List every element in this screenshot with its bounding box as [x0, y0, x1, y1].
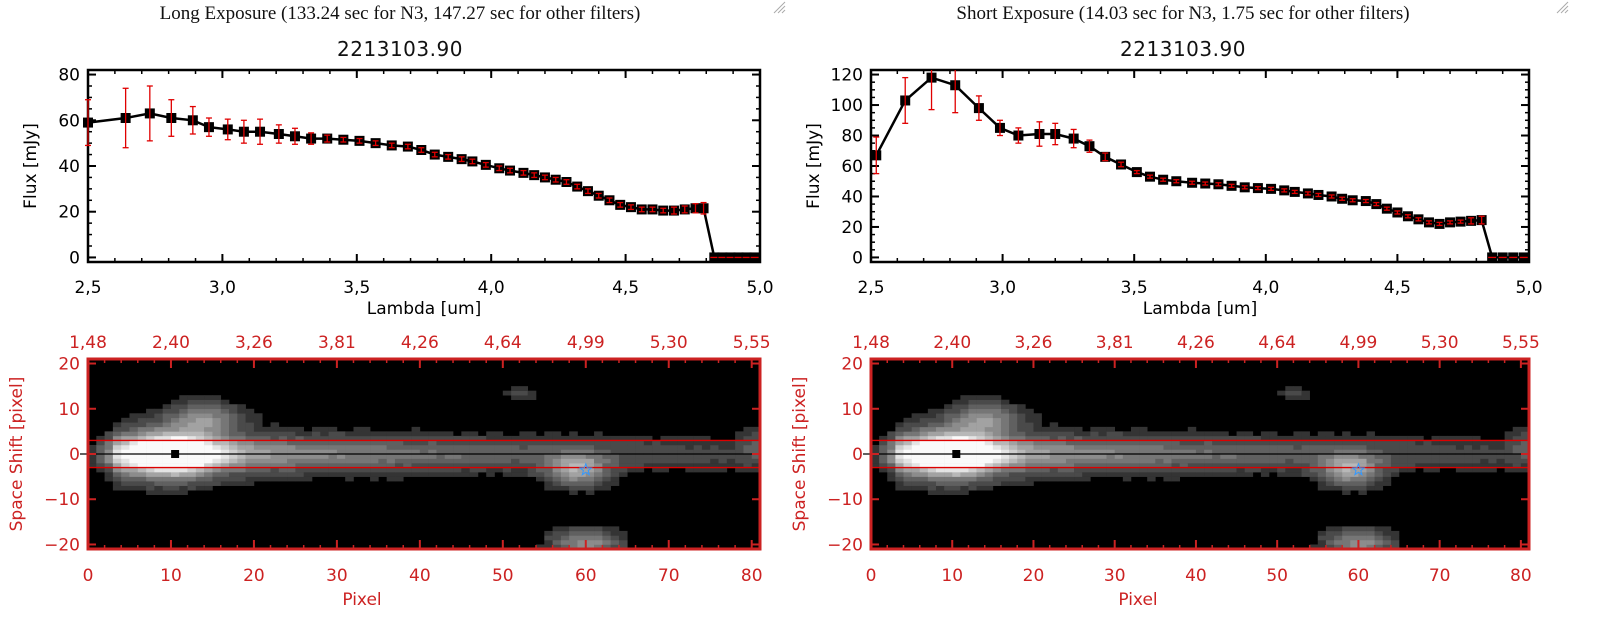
image-y-tick-label: −10 [44, 490, 80, 510]
image-top-tick-label: 3,81 [1096, 333, 1134, 353]
image-top-tick-label: 5,30 [650, 333, 688, 353]
image-top-tick-label: 3,26 [1015, 333, 1053, 353]
image-top-tick-label: 4,64 [484, 333, 522, 353]
image-x-tick-label: 30 [326, 566, 348, 586]
image-x-tick-label: 50 [492, 566, 514, 586]
x-tick-label: 3,5 [343, 278, 370, 298]
y-tick-label: 80 [841, 127, 863, 147]
image-x-tick-label: 60 [575, 566, 597, 586]
image-x-tick-label: 80 [741, 566, 763, 586]
y-tick-label: 80 [58, 66, 80, 86]
image-top-tick-label: 4,26 [1177, 333, 1215, 353]
long-exposure-figure: 2,5 3,0 3,5 4,0 4,5 5,0 0 20 40 60 80 Lambda [um] Fl… [7, 66, 774, 610]
image-x-tick-label: 0 [866, 566, 877, 586]
image-y-tick-label: −20 [827, 535, 863, 555]
image-y-tick-label: 0 [69, 445, 80, 465]
short-exposure-panel: Short Exposure (14.03 sec for N3, 1.75 s… [783, 0, 1583, 630]
image-x-tick-label: 70 [1429, 566, 1451, 586]
image-x-tick-label: 20 [243, 566, 265, 586]
resize-grip-icon[interactable] [1555, 0, 1569, 14]
spectrum-series-line [875, 76, 1524, 259]
image-y-tick-label: 10 [841, 400, 863, 420]
x-tick-label: 5,0 [746, 278, 773, 298]
image-top-tick-label: 2,40 [152, 333, 190, 353]
y-tick-label: 0 [69, 248, 80, 268]
image-top-tick-label: 1,48 [69, 333, 107, 353]
peak-marker [952, 450, 961, 458]
y-tick-label: 0 [852, 248, 863, 268]
image-top-tick-label: 5,55 [1502, 333, 1540, 353]
image-top-tick-label: 4,26 [401, 333, 439, 353]
y-axis-label: Flux [mJy] [804, 123, 824, 209]
image-x-tick-label: 30 [1104, 566, 1126, 586]
image-top-tick-label: 2,40 [933, 333, 971, 353]
image-top-tick-label: 4,64 [1258, 333, 1296, 353]
image-x-tick-label: 10 [160, 566, 182, 586]
image-top-tick-label: 4,99 [1339, 333, 1377, 353]
y-tick-label: 40 [841, 187, 863, 207]
image-y-tick-label: −20 [44, 535, 80, 555]
image-x-axis-label: Pixel [1118, 590, 1157, 610]
x-tick-label: 4,5 [612, 278, 639, 298]
peak-marker [171, 450, 180, 458]
object-title: 2213103.90 [1120, 37, 1246, 61]
image-x-tick-label: 20 [1023, 566, 1045, 586]
x-axis-label: Lambda [um] [1143, 299, 1257, 319]
image-y-tick-label: 20 [841, 355, 863, 375]
y-tick-label: 20 [58, 203, 80, 223]
image-top-tick-label: 5,55 [733, 333, 771, 353]
image-y-axis-label: Space Shift [pixel] [7, 377, 27, 532]
y-tick-label: 60 [841, 157, 863, 177]
x-tick-label: 4,0 [1252, 278, 1279, 298]
image-x-tick-label: 80 [1510, 566, 1532, 586]
image-y-tick-label: −10 [827, 490, 863, 510]
y-tick-label: 120 [831, 66, 863, 86]
image-x-tick-label: 50 [1266, 566, 1288, 586]
x-tick-label: 5,0 [1515, 278, 1542, 298]
x-tick-label: 2,5 [857, 278, 884, 298]
image-x-tick-label: 40 [1185, 566, 1207, 586]
y-axis-label: Flux [mJy] [21, 123, 41, 209]
spectral-image-pixels [88, 386, 761, 550]
x-tick-label: 4,5 [1384, 278, 1411, 298]
exposure-title: Long Exposure (133.24 sec for N3, 147.27… [159, 3, 641, 24]
exposure-title: Short Exposure (14.03 sec for N3, 1.75 s… [956, 3, 1410, 24]
image-x-tick-label: 40 [409, 566, 431, 586]
image-y-tick-label: 10 [58, 400, 80, 420]
x-tick-label: 2,5 [74, 278, 101, 298]
star-icon [578, 462, 593, 476]
image-x-tick-label: 0 [83, 566, 94, 586]
y-tick-label: 60 [58, 111, 80, 131]
image-x-tick-label: 10 [941, 566, 963, 586]
object-title: 2213103.90 [337, 37, 463, 61]
image-x-axis-label: Pixel [342, 590, 381, 610]
image-top-tick-label: 1,48 [852, 333, 890, 353]
x-tick-label: 3,0 [989, 278, 1016, 298]
short-exposure-figure: 2,5 3,0 3,5 4,0 4,5 5,0020406080100120Lambda … [790, 66, 1543, 610]
resize-grip-icon[interactable] [772, 0, 786, 14]
image-x-tick-label: 70 [658, 566, 680, 586]
image-top-tick-label: 3,26 [235, 333, 273, 353]
image-top-tick-label: 5,30 [1421, 333, 1459, 353]
image-y-axis-label: Space Shift [pixel] [790, 377, 810, 532]
image-top-tick-label: 3,81 [318, 333, 356, 353]
image-y-tick-label: 0 [852, 445, 863, 465]
y-tick-label: 20 [841, 218, 863, 238]
x-tick-label: 4,0 [478, 278, 505, 298]
spectrum-plot-frame [86, 68, 762, 264]
long-exposure-panel: Long Exposure (133.24 sec for N3, 147.27… [7, 0, 786, 610]
spectrum-series-line [87, 112, 755, 259]
y-tick-label: 100 [831, 96, 863, 116]
x-tick-label: 3,0 [209, 278, 236, 298]
y-tick-label: 40 [58, 157, 80, 177]
image-y-tick-label: 20 [58, 355, 80, 375]
image-x-tick-label: 60 [1348, 566, 1370, 586]
x-tick-label: 3,5 [1121, 278, 1148, 298]
star-icon [1351, 462, 1366, 476]
spectral-image-pixels [871, 386, 1530, 550]
x-axis-label: Lambda [um] [367, 299, 481, 319]
image-top-tick-label: 4,99 [567, 333, 605, 353]
